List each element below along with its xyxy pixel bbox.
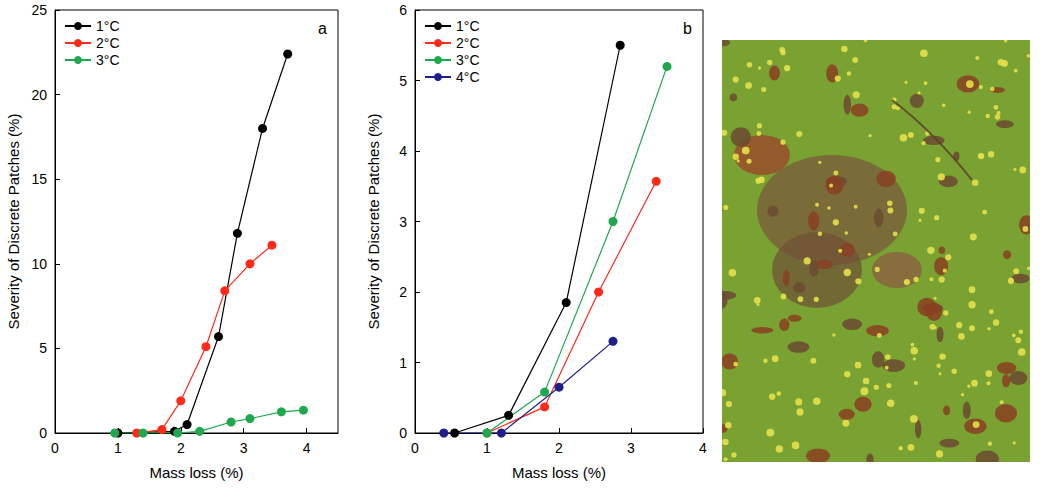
- svg-text:15: 15: [31, 171, 47, 187]
- svg-text:4: 4: [699, 440, 707, 456]
- svg-text:2°C: 2°C: [96, 35, 120, 51]
- svg-text:a: a: [318, 20, 327, 37]
- svg-text:5: 5: [39, 340, 47, 356]
- svg-text:3: 3: [240, 440, 248, 456]
- svg-text:4: 4: [399, 143, 407, 159]
- svg-text:Severity of Discrete Patches (: Severity of Discrete Patches (%): [5, 114, 22, 330]
- svg-text:4°C: 4°C: [456, 69, 480, 85]
- svg-text:1: 1: [483, 440, 491, 456]
- svg-text:1°C: 1°C: [456, 18, 480, 34]
- svg-text:0: 0: [399, 425, 407, 441]
- svg-text:Mass loss (%): Mass loss (%): [149, 464, 243, 481]
- svg-text:2: 2: [555, 440, 563, 456]
- svg-text:3: 3: [627, 440, 635, 456]
- svg-text:20: 20: [31, 87, 47, 103]
- svg-text:3°C: 3°C: [96, 52, 120, 68]
- svg-text:4: 4: [303, 440, 311, 456]
- svg-text:10: 10: [31, 256, 47, 272]
- svg-text:5: 5: [399, 73, 407, 89]
- svg-text:2: 2: [399, 284, 407, 300]
- svg-text:1: 1: [114, 440, 122, 456]
- svg-text:0: 0: [51, 440, 59, 456]
- svg-text:3: 3: [399, 214, 407, 230]
- svg-text:b: b: [683, 20, 692, 37]
- svg-text:1°C: 1°C: [96, 18, 120, 34]
- svg-text:2: 2: [177, 440, 185, 456]
- svg-text:0: 0: [39, 425, 47, 441]
- svg-text:Mass loss (%): Mass loss (%): [512, 464, 606, 481]
- svg-text:Severity of Discrete Patches (: Severity of Discrete Patches (%): [365, 114, 382, 330]
- svg-text:6: 6: [399, 2, 407, 18]
- svg-text:3°C: 3°C: [456, 52, 480, 68]
- svg-text:1: 1: [399, 355, 407, 371]
- svg-text:25: 25: [31, 2, 47, 18]
- svg-text:0: 0: [411, 440, 419, 456]
- svg-text:2°C: 2°C: [456, 35, 480, 51]
